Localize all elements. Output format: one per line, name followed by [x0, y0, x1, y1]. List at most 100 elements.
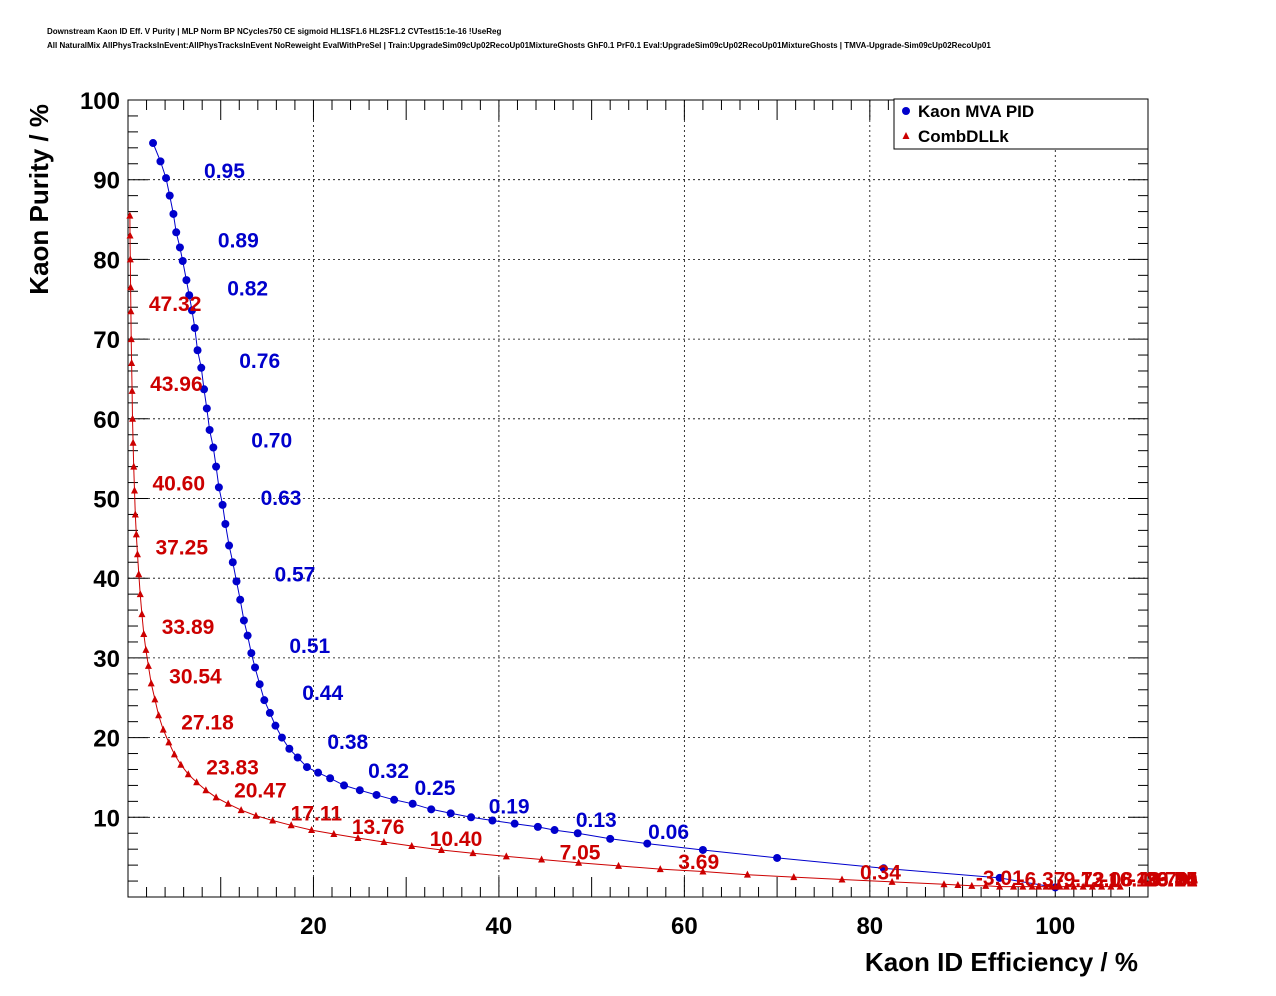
data-point	[643, 839, 652, 848]
data-point	[1019, 882, 1027, 890]
data-point	[131, 510, 139, 518]
data-point	[355, 786, 364, 795]
data-point	[408, 799, 417, 808]
data-point	[221, 520, 230, 529]
data-point	[1010, 882, 1018, 890]
data-point	[427, 805, 436, 814]
data-point	[699, 867, 707, 875]
data-point	[790, 873, 798, 881]
data-point	[888, 877, 896, 885]
threshold-label: 40.60	[152, 473, 205, 496]
y-tick-label: 50	[93, 487, 120, 514]
data-point	[178, 256, 187, 265]
data-point	[326, 774, 335, 783]
y-tick-label: 80	[93, 247, 120, 274]
threshold-label: 37.25	[155, 536, 208, 559]
data-point	[200, 385, 209, 394]
data-point	[190, 323, 199, 332]
data-point	[437, 845, 445, 853]
data-point	[1088, 882, 1096, 890]
data-point	[126, 211, 134, 219]
data-point	[510, 819, 519, 828]
data-point	[408, 841, 416, 849]
data-point	[237, 806, 245, 814]
data-point	[129, 414, 137, 422]
data-point	[239, 616, 248, 625]
y-tick-label: 100	[80, 88, 120, 115]
threshold-label: 0.70	[251, 429, 292, 452]
threshold-label: 0.63	[261, 487, 302, 510]
data-point	[127, 283, 135, 291]
data-point	[243, 631, 252, 640]
data-point	[656, 865, 664, 873]
data-point	[142, 645, 150, 653]
data-point	[879, 864, 888, 873]
data-point	[149, 139, 158, 148]
threshold-label: -13.08	[1073, 869, 1133, 892]
threshold-label: 7.05	[560, 842, 601, 865]
data-point	[127, 307, 135, 315]
threshold-label: -6.37	[1018, 869, 1066, 892]
data-point	[260, 696, 269, 705]
legend: Kaon MVA PID CombDLLk	[893, 98, 1149, 150]
data-point	[488, 816, 497, 825]
chart-title-line-2: All NaturalMix AllPhysTracksInEvent:AllP…	[47, 41, 991, 50]
y-tick-label: 70	[93, 327, 120, 354]
data-point	[615, 861, 623, 869]
data-point	[1056, 882, 1064, 890]
annotations: 0.95 0.89 0.82 0.76 0.70 0.63 0.57 0.51 0.44 0.38…	[149, 160, 1198, 892]
data-point	[172, 228, 181, 237]
threshold-label: 0.44	[302, 682, 343, 705]
data-point	[165, 191, 174, 200]
data-point	[165, 738, 173, 746]
threshold-label: 0.25	[415, 777, 456, 800]
data-point	[838, 875, 846, 883]
data-point	[1062, 882, 1070, 890]
data-point	[502, 852, 510, 860]
data-point	[214, 483, 223, 492]
data-point	[228, 558, 237, 567]
data-point	[197, 363, 206, 372]
threshold-label: 47.32	[149, 293, 202, 316]
chart-title-line-1: Downstream Kaon ID Eff. V Purity | MLP N…	[47, 27, 502, 36]
y-tick-label: 10	[93, 805, 120, 832]
x-tick-label: 60	[671, 913, 698, 940]
data-point	[996, 882, 1004, 890]
series	[126, 139, 1124, 892]
data-point	[127, 335, 135, 343]
data-point	[271, 721, 280, 730]
data-point	[212, 793, 220, 801]
data-point	[133, 550, 141, 558]
data-point	[126, 231, 134, 239]
data-point	[251, 663, 260, 672]
data-point	[372, 790, 381, 799]
data-point	[293, 753, 302, 762]
data-point	[151, 695, 159, 703]
legend-marker	[902, 132, 910, 139]
data-point	[185, 291, 194, 300]
data-point	[446, 809, 455, 818]
threshold-label: 33.89	[162, 616, 215, 639]
legend-label: CombDLLk	[918, 127, 1009, 146]
data-point	[1070, 882, 1078, 890]
legend-marker	[902, 107, 910, 115]
data-point	[940, 880, 948, 888]
data-point	[126, 255, 134, 263]
data-point	[252, 811, 260, 819]
data-point	[224, 799, 232, 807]
data-point	[232, 577, 241, 586]
data-point	[175, 243, 184, 252]
x-tick-label: 40	[486, 913, 513, 940]
data-point	[533, 822, 542, 831]
data-point	[218, 500, 227, 509]
data-point	[162, 174, 171, 183]
threshold-label: 3.69	[678, 851, 719, 874]
data-point	[467, 813, 476, 822]
threshold-label: 20.47	[234, 779, 287, 802]
data-point	[390, 795, 399, 804]
data-point	[538, 855, 546, 863]
threshold-label: -9.72	[1057, 869, 1105, 892]
data-point	[184, 770, 192, 778]
x-tick-label: 80	[856, 913, 883, 940]
data-point	[469, 849, 477, 857]
